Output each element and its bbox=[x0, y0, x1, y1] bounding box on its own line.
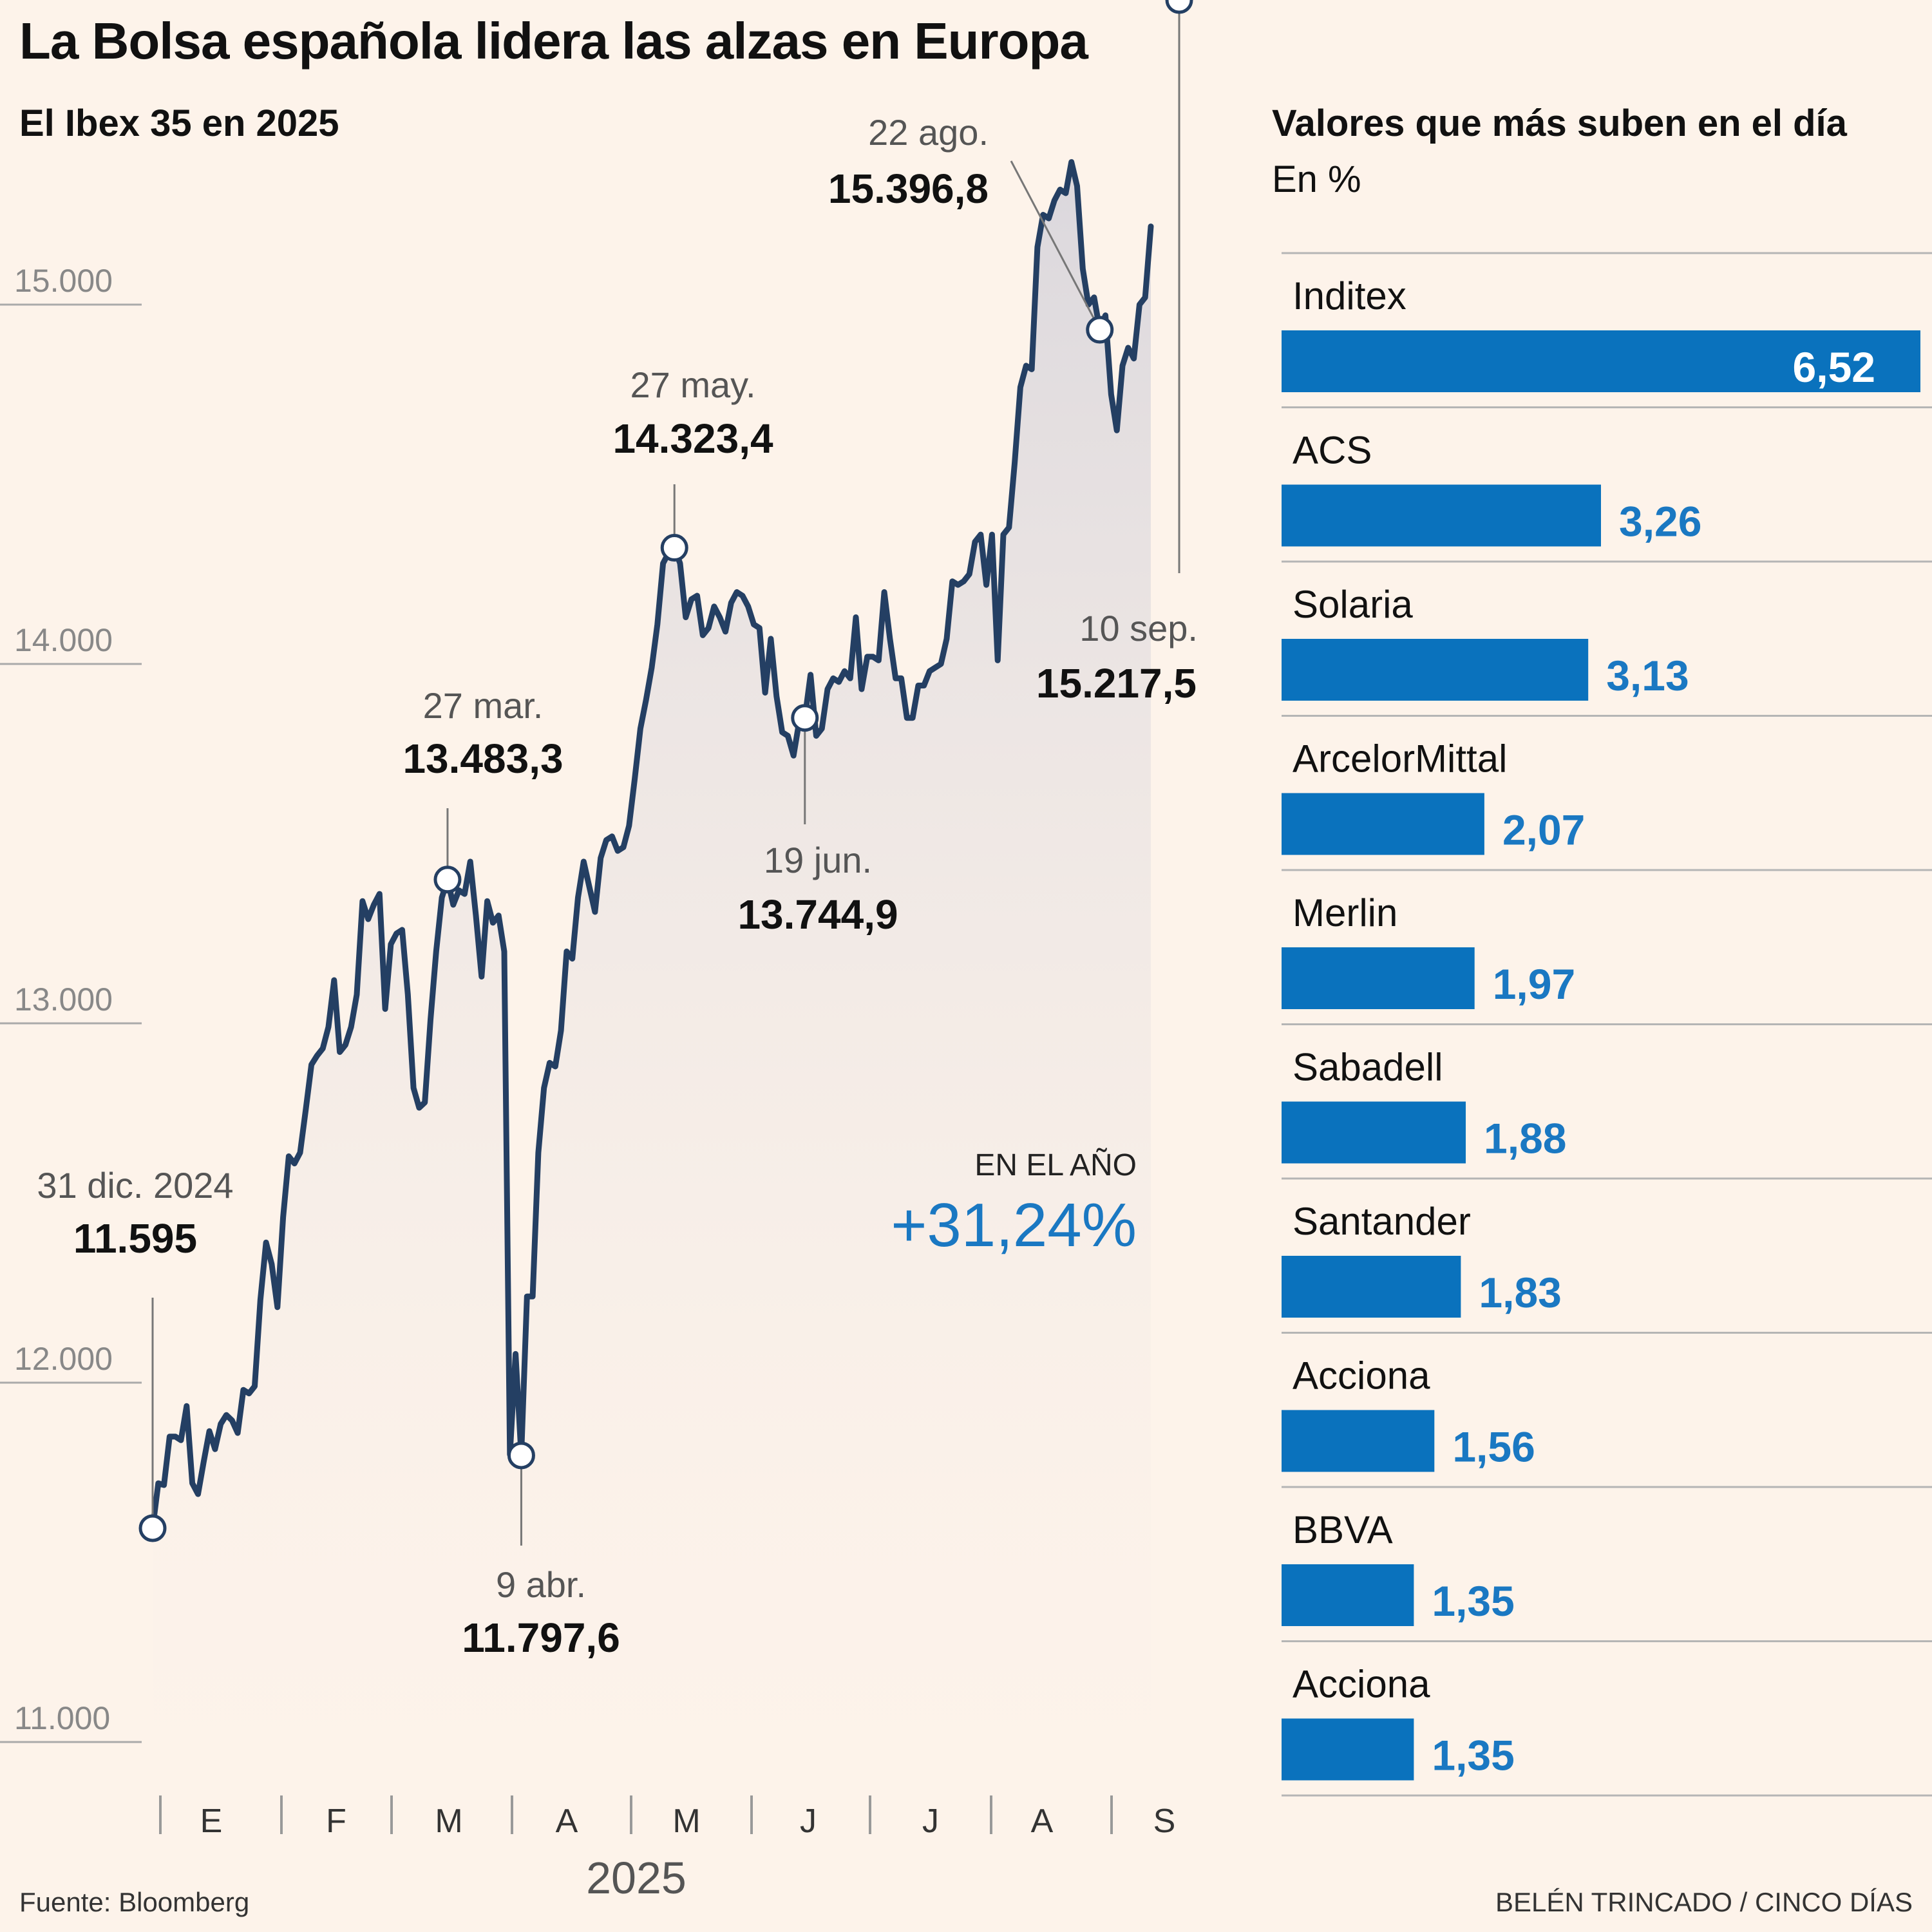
x-tick-label: F bbox=[326, 1803, 346, 1840]
bar-category-label: Acciona bbox=[1293, 1354, 1430, 1397]
annotation-date: 9 abr. bbox=[496, 1564, 586, 1605]
bar bbox=[1282, 1718, 1414, 1781]
bar-category-label: ArcelorMittal bbox=[1293, 737, 1507, 781]
annotation-value: 15.396,8 bbox=[828, 166, 989, 212]
bar-category-label: Santander bbox=[1293, 1200, 1471, 1243]
bar-value-label: 2,07 bbox=[1502, 806, 1585, 854]
page-title: La Bolsa española lidera las alzas en Eu… bbox=[19, 12, 1088, 70]
annotation-date: 10 sep. bbox=[1079, 608, 1198, 649]
bar-layer: Inditex 6,52 ACS 3,26 Solaria 3,13 ArcelorMitt… bbox=[1282, 252, 1932, 1797]
bar-value-label: 1,56 bbox=[1452, 1423, 1535, 1471]
annotation-value: 13.744,9 bbox=[737, 891, 898, 938]
y-tick-label: 12.000 bbox=[14, 1341, 113, 1377]
annotation-value: 13.483,3 bbox=[402, 735, 563, 782]
annotation-layer: 31 dic. 2024 11.595 27 mar. 13.483,3 9 abr. 1… bbox=[37, 0, 1198, 1661]
source-note: Fuente: Bloomberg bbox=[19, 1887, 250, 1917]
x-axis-label: 2025 bbox=[586, 1853, 687, 1903]
bar bbox=[1282, 1410, 1435, 1472]
ytd-label: EN EL AÑO bbox=[974, 1148, 1137, 1182]
line-chart-title: El Ibex 35 en 2025 bbox=[19, 102, 339, 144]
ytd-value: +31,24% bbox=[891, 1191, 1137, 1260]
bar-category-label: Merlin bbox=[1293, 891, 1397, 934]
bar bbox=[1282, 330, 1920, 392]
annotation-value: 14.323,4 bbox=[612, 415, 773, 462]
x-tick-label: A bbox=[1031, 1803, 1054, 1840]
x-tick-label: J bbox=[922, 1803, 939, 1840]
x-tick-label: A bbox=[556, 1803, 578, 1840]
annotation-value: 15.217,5 bbox=[1036, 660, 1197, 706]
bar-value-label: 1,83 bbox=[1479, 1269, 1561, 1316]
annotation-value: 11.595 bbox=[73, 1215, 197, 1262]
annotation-value: 11.797,6 bbox=[462, 1615, 620, 1661]
annotation-point bbox=[1165, 0, 1193, 14]
series-area bbox=[153, 162, 1151, 1777]
line-layer bbox=[149, 159, 1154, 1777]
bar-value-label: 6,52 bbox=[1793, 343, 1875, 391]
bar-category-label: Solaria bbox=[1293, 583, 1413, 626]
annotation-date: 22 ago. bbox=[868, 112, 989, 153]
annotation-date: 27 mar. bbox=[423, 685, 544, 726]
bar-value-label: 1,88 bbox=[1484, 1115, 1566, 1162]
bar-category-label: Sabadell bbox=[1293, 1046, 1443, 1089]
annotation-point bbox=[791, 704, 819, 732]
bar bbox=[1282, 1101, 1466, 1164]
bar-value-label: 3,13 bbox=[1606, 652, 1689, 699]
bar-category-label: BBVA bbox=[1293, 1508, 1393, 1551]
annotation-date: 19 jun. bbox=[764, 840, 872, 880]
x-tick-label: M bbox=[435, 1803, 462, 1840]
y-tick-label: 13.000 bbox=[14, 981, 113, 1018]
bar-chart-unit: En % bbox=[1272, 158, 1361, 200]
bar-value-label: 1,35 bbox=[1432, 1577, 1514, 1625]
bar bbox=[1282, 1564, 1414, 1626]
bar-value-label: 1,97 bbox=[1493, 960, 1575, 1008]
y-tick-label: 14.000 bbox=[14, 622, 113, 658]
annotation-leader bbox=[1010, 160, 1101, 330]
bar bbox=[1282, 793, 1484, 855]
bar bbox=[1282, 484, 1601, 547]
bar-category-label: Acciona bbox=[1293, 1663, 1430, 1706]
bar bbox=[1282, 639, 1589, 701]
x-tick-label: S bbox=[1153, 1803, 1176, 1840]
bar-category-label: ACS bbox=[1293, 429, 1372, 472]
annotation-point bbox=[433, 866, 462, 894]
y-axis: 11.000 12.000 13.000 14.000 15.000 bbox=[0, 263, 142, 1743]
x-tick-label: J bbox=[800, 1803, 817, 1840]
annotation-point bbox=[138, 1514, 167, 1542]
bar-value-label: 3,26 bbox=[1619, 498, 1701, 545]
x-tick-label: M bbox=[672, 1803, 700, 1840]
bar-category-label: Inditex bbox=[1293, 274, 1406, 317]
annotation-point bbox=[660, 534, 688, 562]
annotation-date: 27 may. bbox=[630, 365, 755, 405]
bar bbox=[1282, 947, 1475, 1009]
y-tick-label: 15.000 bbox=[14, 263, 113, 299]
annotation-point bbox=[507, 1441, 535, 1470]
bar bbox=[1282, 1256, 1461, 1318]
bar-value-label: 1,35 bbox=[1432, 1732, 1514, 1779]
annotation-point bbox=[1086, 316, 1114, 344]
credit-note: BELÉN TRINCADO / CINCO DÍAS bbox=[1495, 1887, 1913, 1917]
x-tick-label: E bbox=[200, 1803, 223, 1840]
series-line-ibex-35 bbox=[149, 159, 1154, 1531]
bar-chart-title: Valores que más suben en el día bbox=[1272, 102, 1847, 144]
y-tick-label: 11.000 bbox=[14, 1700, 110, 1736]
annotation-date: 31 dic. 2024 bbox=[37, 1165, 233, 1206]
